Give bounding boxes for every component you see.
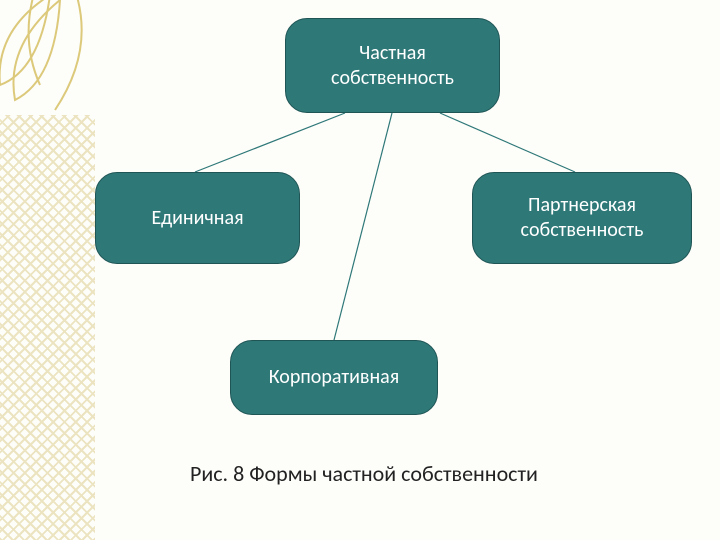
node-bottom-label: Корпоративная — [269, 365, 400, 390]
node-right-label: Партнерская собственность — [485, 193, 679, 243]
side-decoration — [0, 0, 95, 540]
node-root-label: Частная собственность — [298, 41, 487, 91]
edge-root-left — [195, 113, 345, 172]
caption-text: Рис. 8 Формы частной собственности — [190, 460, 538, 487]
node-left-label: Единичная — [151, 206, 243, 231]
edge-root-bottom — [334, 113, 392, 340]
figure-caption: Рис. 8 Формы частной собственности — [190, 460, 538, 487]
node-root: Частная собственность — [285, 18, 500, 113]
crosshatch-pattern — [0, 115, 95, 540]
node-left: Единичная — [95, 172, 300, 264]
edge-root-right — [440, 113, 575, 172]
node-bottom: Корпоративная — [230, 340, 438, 415]
node-right: Партнерская собственность — [472, 172, 692, 264]
diagram-area: Частная собственность Единичная Партнерс… — [95, 0, 720, 540]
